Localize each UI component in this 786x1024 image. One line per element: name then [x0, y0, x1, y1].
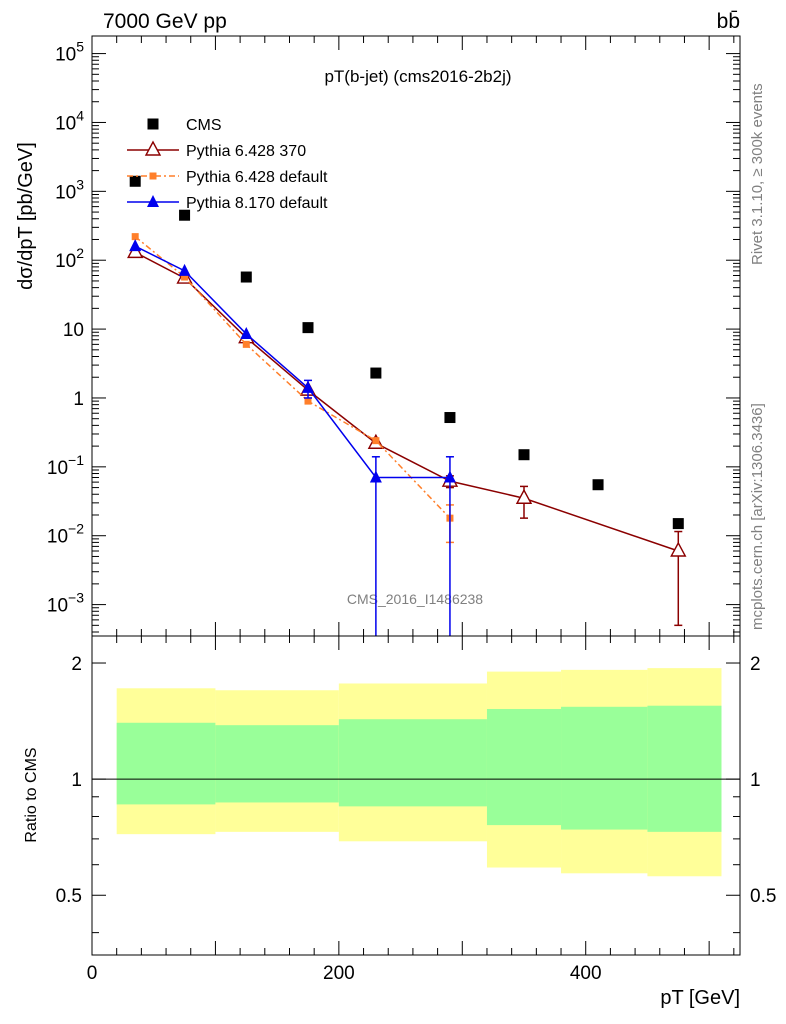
- data-point: [129, 175, 141, 187]
- header-right-label: bb̄: [717, 10, 740, 33]
- legend-label: Pythia 6.428 370: [186, 143, 306, 160]
- series-line: [134, 251, 679, 552]
- ratio-y-tick-label: 1: [750, 770, 761, 791]
- ratio-y-tick-label: 1: [71, 770, 82, 791]
- ratio-plot-ticks: 0.5 0.5 1 1 2 2 0 200 400: [56, 636, 776, 984]
- ratio-plot-frame: [91, 635, 741, 956]
- data-point: [240, 326, 253, 339]
- ratio-band-green: [116, 722, 216, 805]
- data-point: [518, 449, 530, 461]
- legend-entry: CMS: [147, 117, 222, 134]
- data-point: [592, 479, 604, 491]
- main-plot-series: [127, 175, 687, 636]
- ratio-bands: [116, 668, 722, 877]
- legend-entry: Pythia 6.428 370: [127, 140, 306, 160]
- y-tick-label: 105: [55, 39, 84, 66]
- ratio-y-tick-label: 0.5: [56, 886, 82, 907]
- data-point: [515, 488, 533, 504]
- data-point: [147, 118, 159, 130]
- data-point: [144, 140, 162, 156]
- data-point: [672, 518, 684, 530]
- ratio-y-axis-label: Ratio to CMS: [23, 747, 40, 842]
- data-point: [372, 437, 380, 445]
- ratio-band-green: [215, 725, 339, 803]
- data-point: [443, 470, 456, 483]
- data-point: [302, 322, 314, 334]
- legend: CMS Pythia 6.428 370 Pythia 6.428 default P…: [127, 117, 328, 212]
- y-tick-label: 103: [55, 176, 84, 203]
- ratio-band-green: [338, 719, 487, 807]
- main-plot-x-ticks: [91, 36, 735, 636]
- data-point: [369, 470, 382, 483]
- legend-label: Pythia 8.170 default: [186, 195, 328, 212]
- ratio-band-green: [486, 708, 562, 826]
- ratio-y-tick-label: 2: [750, 654, 761, 675]
- analysis-watermark: CMS_2016_I1486238: [347, 591, 483, 607]
- y-tick-label: 10−2: [47, 521, 84, 548]
- x-tick-label: 0: [87, 963, 98, 984]
- y-axis-label: dσ/dpT [pb/GeV]: [15, 142, 37, 290]
- y-tick-label: 10−3: [47, 590, 84, 617]
- y-tick-label: 104: [55, 107, 84, 134]
- main-plot-y-ticks: 10−3 10−2 10−1 1 10 102 103 104 105: [47, 39, 740, 633]
- data-point: [178, 263, 191, 276]
- legend-label: Pythia 6.428 default: [186, 169, 328, 186]
- data-point: [131, 233, 139, 241]
- y-tick-label: 102: [55, 245, 84, 272]
- legend-entry: Pythia 6.428 default: [127, 169, 328, 186]
- data-point: [670, 541, 687, 557]
- legend-entry: Pythia 8.170 default: [127, 195, 328, 212]
- y-tick-label: 1: [73, 389, 84, 410]
- data-point: [444, 412, 456, 424]
- data-point: [147, 195, 159, 207]
- y-tick-label: 10: [63, 320, 84, 341]
- ratio-band-green: [561, 706, 648, 830]
- data-point: [370, 367, 382, 379]
- series-line: [134, 245, 450, 479]
- series-pythia-8-170-default: [129, 239, 456, 636]
- x-axis-label: pT [GeV]: [660, 987, 740, 1009]
- mcplots-reference-label: mcplots.cern.ch [arXiv:1306.3436]: [749, 403, 766, 630]
- data-point: [129, 239, 142, 252]
- header-left-label: 7000 GeV pp: [103, 10, 227, 33]
- series-line: [134, 236, 451, 519]
- main-plot-title: pT(b-jet) (cms2016-2b2j): [324, 67, 511, 86]
- series-cms: [129, 175, 684, 530]
- data-point: [149, 172, 157, 180]
- series-pythia-6-428-370: [127, 242, 687, 627]
- main-plot-panel: 10−3 10−2 10−1 1 10 102 103 104 105 pT(b-jet) (c…: [15, 35, 741, 637]
- data-point: [242, 340, 250, 348]
- x-tick-label: 400: [570, 963, 602, 984]
- rivet-version-label: Rivet 3.1.10, ≥ 300k events: [749, 83, 766, 265]
- ratio-y-tick-label: 2: [71, 654, 82, 675]
- x-tick-label: 200: [323, 963, 355, 984]
- ratio-y-tick-label: 0.5: [750, 886, 776, 907]
- ratio-band-green: [647, 705, 722, 832]
- data-point: [302, 380, 314, 393]
- ratio-plot-panel: 0.5 0.5 1 1 2 2 0 200 400 Ratio to CMS pT [GeV]: [23, 635, 776, 1009]
- data-point: [240, 271, 252, 283]
- data-point: [181, 273, 189, 281]
- data-point: [304, 397, 312, 405]
- legend-label: CMS: [186, 117, 222, 134]
- y-tick-label: 10−1: [47, 452, 84, 479]
- data-point: [179, 209, 191, 221]
